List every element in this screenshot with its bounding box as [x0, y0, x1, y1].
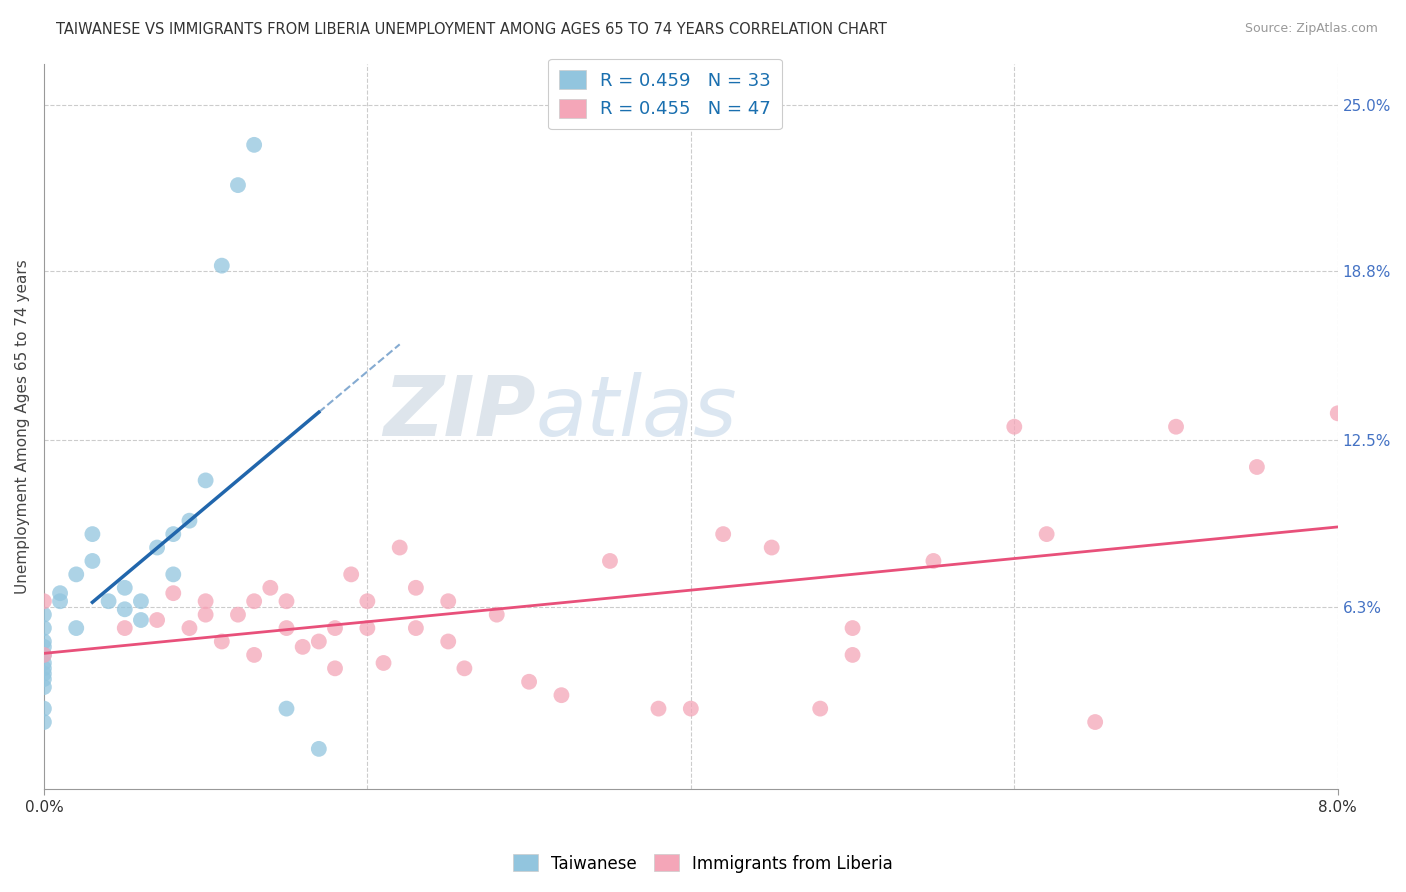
Point — [162, 567, 184, 582]
Point — [841, 648, 863, 662]
Point — [211, 259, 233, 273]
Point — [226, 178, 249, 193]
Point — [437, 594, 460, 608]
Point — [276, 594, 298, 608]
Point — [32, 701, 55, 715]
Point — [32, 680, 55, 694]
Point — [356, 594, 378, 608]
Text: ZIP: ZIP — [382, 372, 536, 453]
Point — [308, 742, 330, 756]
Text: TAIWANESE VS IMMIGRANTS FROM LIBERIA UNEMPLOYMENT AMONG AGES 65 TO 74 YEARS CORR: TAIWANESE VS IMMIGRANTS FROM LIBERIA UNE… — [56, 22, 887, 37]
Text: Source: ZipAtlas.com: Source: ZipAtlas.com — [1244, 22, 1378, 36]
Point — [82, 527, 104, 541]
Legend: R = 0.459   N = 33, R = 0.455   N = 47: R = 0.459 N = 33, R = 0.455 N = 47 — [548, 59, 782, 129]
Point — [194, 474, 217, 488]
Point — [485, 607, 508, 622]
Legend: Taiwanese, Immigrants from Liberia: Taiwanese, Immigrants from Liberia — [506, 847, 900, 880]
Point — [373, 656, 395, 670]
Point — [114, 621, 136, 635]
Point — [211, 634, 233, 648]
Point — [82, 554, 104, 568]
Point — [453, 661, 475, 675]
Point — [405, 621, 427, 635]
Point — [761, 541, 783, 555]
Point — [32, 656, 55, 670]
Point — [437, 634, 460, 648]
Point — [179, 621, 201, 635]
Point — [356, 621, 378, 635]
Point — [32, 607, 55, 622]
Point — [146, 613, 169, 627]
Point — [162, 527, 184, 541]
Point — [226, 607, 249, 622]
Point — [49, 594, 72, 608]
Point — [146, 541, 169, 555]
Point — [550, 688, 572, 702]
Point — [162, 586, 184, 600]
Point — [49, 586, 72, 600]
Point — [291, 640, 314, 654]
Point — [243, 648, 266, 662]
Point — [179, 514, 201, 528]
Point — [32, 640, 55, 654]
Point — [32, 714, 55, 729]
Point — [32, 634, 55, 648]
Point — [323, 661, 346, 675]
Point — [194, 607, 217, 622]
Point — [194, 594, 217, 608]
Point — [114, 581, 136, 595]
Point — [711, 527, 734, 541]
Point — [1084, 714, 1107, 729]
Point — [1326, 406, 1348, 420]
Point — [841, 621, 863, 635]
Point — [1002, 419, 1025, 434]
Point — [129, 594, 152, 608]
Point — [308, 634, 330, 648]
Point — [32, 672, 55, 686]
Point — [32, 648, 55, 662]
Point — [32, 648, 55, 662]
Point — [65, 567, 87, 582]
Point — [276, 701, 298, 715]
Point — [32, 661, 55, 675]
Point — [647, 701, 669, 715]
Point — [679, 701, 702, 715]
Point — [243, 137, 266, 152]
Point — [808, 701, 831, 715]
Point — [323, 621, 346, 635]
Point — [388, 541, 411, 555]
Point — [65, 621, 87, 635]
Point — [129, 613, 152, 627]
Point — [32, 621, 55, 635]
Point — [517, 674, 540, 689]
Text: atlas: atlas — [536, 372, 737, 453]
Point — [32, 594, 55, 608]
Point — [1164, 419, 1187, 434]
Point — [599, 554, 621, 568]
Point — [32, 666, 55, 681]
Point — [340, 567, 363, 582]
Point — [1035, 527, 1057, 541]
Point — [1246, 460, 1268, 475]
Point — [922, 554, 945, 568]
Point — [243, 594, 266, 608]
Point — [405, 581, 427, 595]
Point — [259, 581, 281, 595]
Point — [97, 594, 120, 608]
Point — [114, 602, 136, 616]
Point — [276, 621, 298, 635]
Y-axis label: Unemployment Among Ages 65 to 74 years: Unemployment Among Ages 65 to 74 years — [15, 260, 30, 594]
